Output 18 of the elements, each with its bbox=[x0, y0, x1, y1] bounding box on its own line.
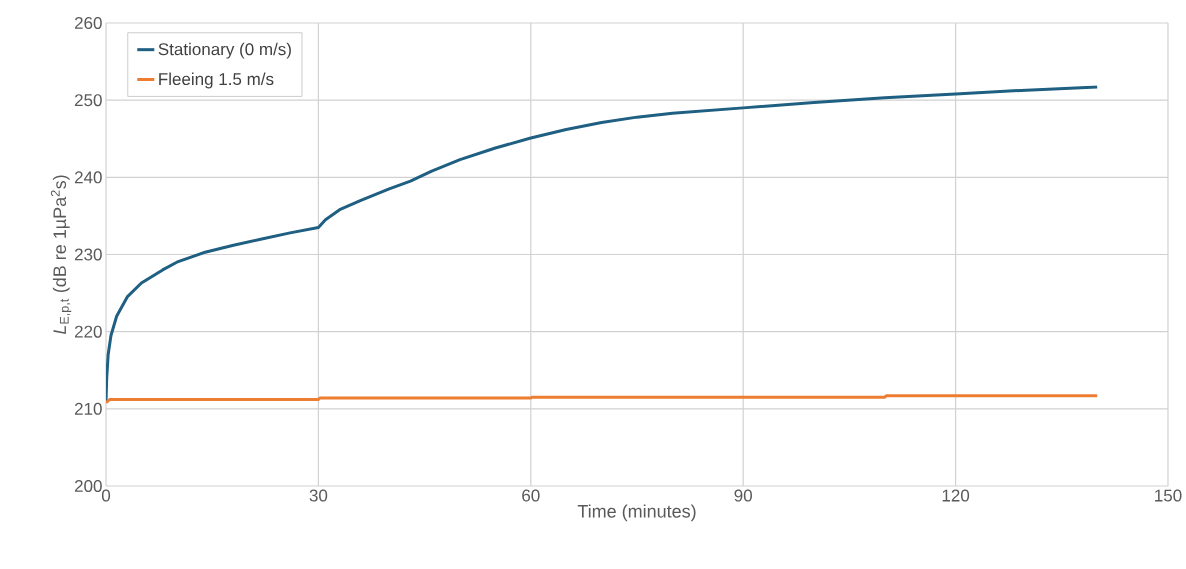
y-tick-label: 240 bbox=[74, 171, 102, 184]
x-axis-title: Time (minutes) bbox=[577, 504, 696, 522]
x-tick-label: 60 bbox=[522, 489, 540, 502]
legend-label: Fleeing 1.5 m/s bbox=[159, 72, 274, 89]
x-tick-label: 120 bbox=[942, 489, 970, 502]
y-tick-label: 230 bbox=[74, 248, 102, 261]
legend-label: Stationary (0 m/s) bbox=[158, 42, 291, 59]
x-tick-label: 0 bbox=[101, 489, 111, 502]
y-tick-label: 200 bbox=[74, 479, 102, 493]
line-series bbox=[106, 394, 1099, 405]
x-tick-label: 30 bbox=[309, 489, 328, 502]
y-tick-label: 260 bbox=[74, 16, 102, 30]
y-tick-label: 210 bbox=[74, 402, 102, 415]
y-axis-title: L$_{E,p,t}$ (dB re 1µPa$^{2}$s) bbox=[50, 175, 72, 335]
y-tick-label: 250 bbox=[74, 94, 102, 107]
x-tick-label: 150 bbox=[1155, 489, 1182, 502]
x-tick-label: 90 bbox=[734, 489, 752, 502]
y-tick-label: 220 bbox=[74, 325, 102, 338]
